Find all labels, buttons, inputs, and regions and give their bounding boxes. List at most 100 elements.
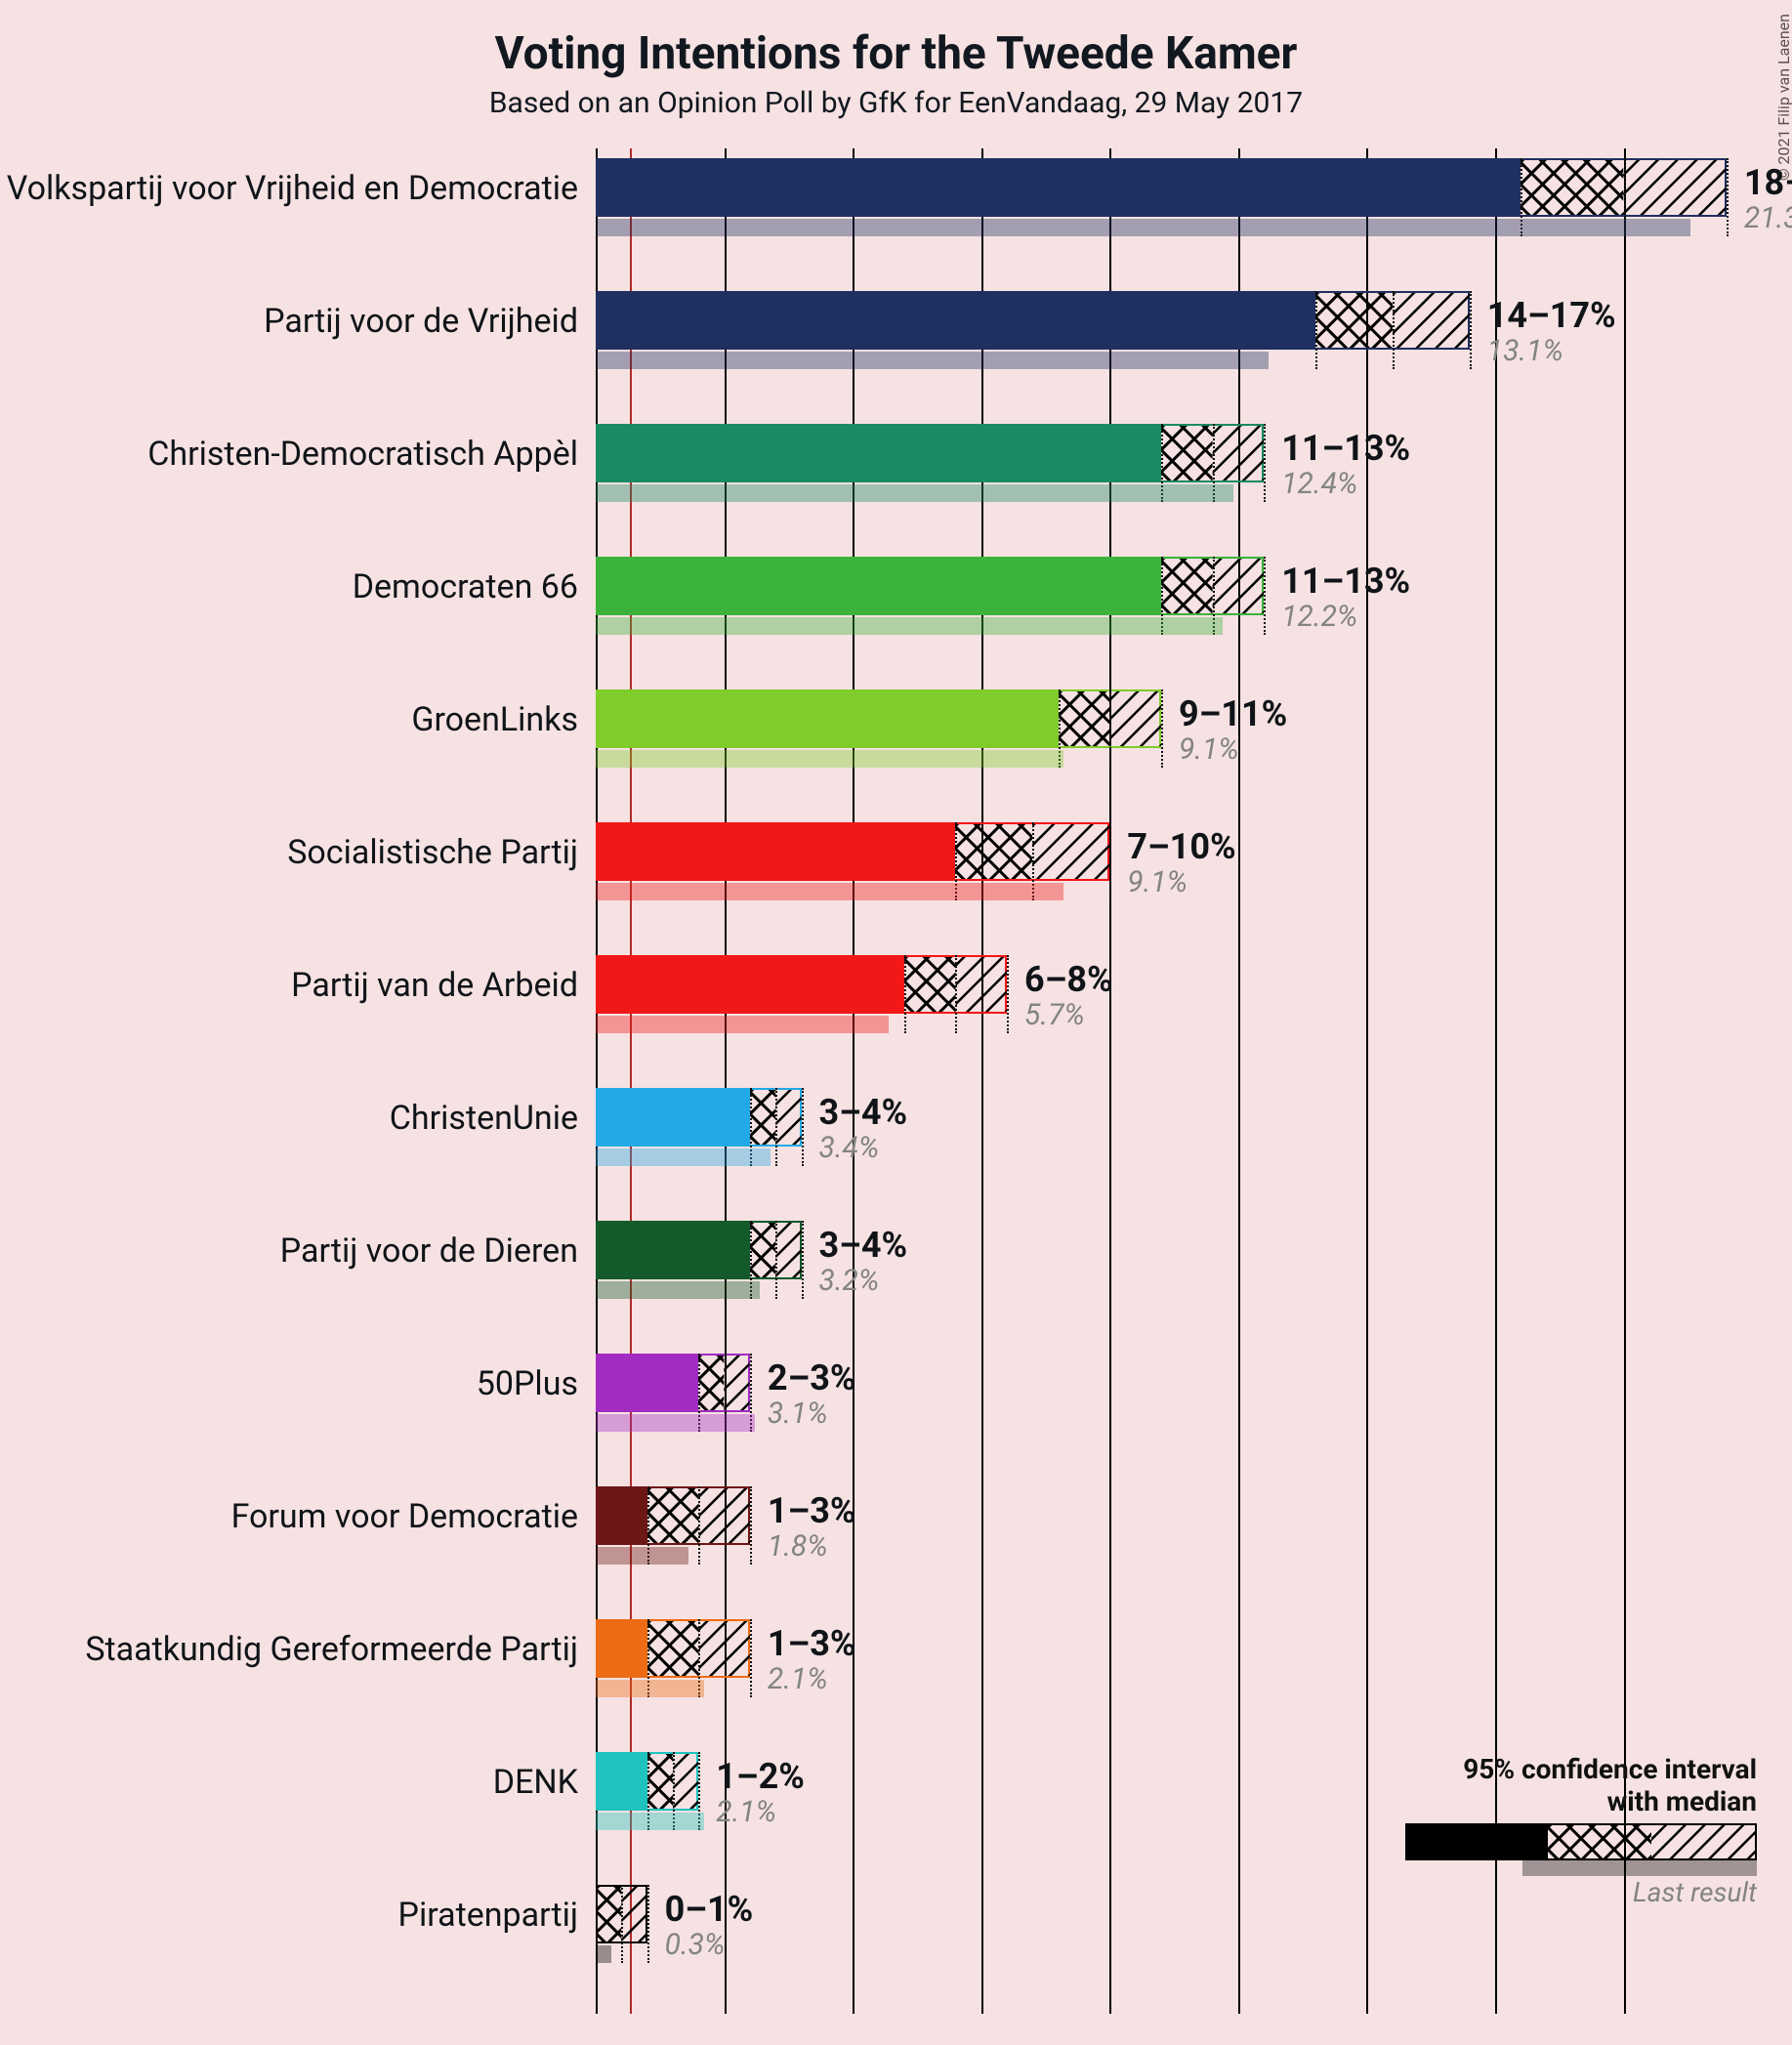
- last-result-label: 12.4%: [1281, 467, 1357, 501]
- party-label: Forum voor Democratie: [231, 1497, 578, 1536]
- bar-last-result: [596, 1813, 704, 1830]
- value-label: 1–2%: [716, 1756, 805, 1797]
- ci-tick: [802, 1221, 804, 1299]
- ci-tick: [621, 1885, 623, 1963]
- party-label: Piratenpartij: [398, 1896, 578, 1935]
- last-result-label: 21.3%: [1744, 201, 1792, 235]
- ci-tick: [802, 1088, 804, 1166]
- party-label: Socialistische Partij: [287, 833, 578, 872]
- ci-tick: [750, 1486, 752, 1565]
- bar-low: [596, 689, 1059, 748]
- ci-tick: [1109, 689, 1111, 768]
- bar-low: [596, 1221, 750, 1279]
- bar-low: [596, 1619, 647, 1678]
- legend-last-bar: [1522, 1860, 1757, 1876]
- bar-last-result: [596, 1148, 771, 1166]
- last-result-label: 3.4%: [819, 1131, 880, 1165]
- value-label: 9–11%: [1179, 693, 1287, 734]
- ci-tick: [1161, 689, 1163, 768]
- party-row: Partij van de Arbeid6–8%5.7%: [596, 955, 1768, 1088]
- party-row: Partij voor de Vrijheid14–17%13.1%: [596, 291, 1768, 424]
- party-row: ChristenUnie3–4%3.4%: [596, 1088, 1768, 1221]
- party-row: 50Plus2–3%3.1%: [596, 1354, 1768, 1486]
- bar-low: [596, 158, 1521, 217]
- value-label: 3–4%: [819, 1092, 908, 1133]
- value-label: 11–13%: [1281, 428, 1410, 469]
- bar-last-result: [596, 1680, 704, 1697]
- chart-legend: 95% confidence interval with median Last…: [1386, 1753, 1757, 1908]
- legend-ci-bar: [1405, 1823, 1757, 1860]
- party-label: Democraten 66: [353, 567, 578, 606]
- ci-tick: [1264, 424, 1266, 502]
- last-result-label: 3.1%: [768, 1397, 828, 1431]
- party-label: Volkspartij voor Vrijheid en Democratie: [7, 169, 578, 208]
- bar-low: [596, 1354, 698, 1412]
- legend-ci-line1: 95% confidence interval: [1386, 1753, 1757, 1785]
- ci-tick: [698, 1486, 700, 1565]
- party-row: Partij voor de Dieren3–4%3.2%: [596, 1221, 1768, 1354]
- bar-last-result: [596, 1281, 760, 1299]
- value-label: 7–10%: [1127, 826, 1235, 867]
- ci-tick: [904, 955, 906, 1033]
- ci-tick: [1264, 557, 1266, 635]
- ci-tick: [775, 1221, 777, 1299]
- bar-last-result: [596, 219, 1690, 236]
- party-row: Volkspartij voor Vrijheid en Democratie1…: [596, 158, 1768, 291]
- value-label: 2–3%: [768, 1357, 856, 1398]
- bar-low: [596, 424, 1161, 482]
- bar-last-result: [596, 617, 1223, 635]
- ci-tick: [1393, 291, 1395, 369]
- ci-tick: [750, 1619, 752, 1697]
- last-result-label: 9.1%: [1127, 865, 1188, 899]
- party-row: Staatkundig Gereformeerde Partij1–3%2.1%: [596, 1619, 1768, 1752]
- ci-tick: [1007, 955, 1009, 1033]
- party-row: GroenLinks9–11%9.1%: [596, 689, 1768, 822]
- bar-last-result: [596, 750, 1063, 768]
- party-label: Partij voor de Vrijheid: [264, 302, 578, 341]
- value-label: 3–4%: [819, 1225, 908, 1266]
- last-result-label: 3.2%: [819, 1264, 880, 1298]
- bar-last-result: [596, 1016, 889, 1033]
- last-result-label: 5.7%: [1024, 998, 1085, 1032]
- party-label: Partij voor de Dieren: [280, 1231, 578, 1271]
- value-label: 1–3%: [768, 1490, 856, 1531]
- value-label: 14–17%: [1487, 295, 1616, 336]
- party-row: Christen-Democratisch Appèl11–13%12.4%: [596, 424, 1768, 557]
- ci-tick: [775, 1088, 777, 1166]
- ci-tick: [955, 955, 957, 1033]
- party-label: ChristenUnie: [390, 1099, 578, 1138]
- last-result-label: 0.3%: [665, 1928, 726, 1962]
- bar-last-result: [596, 1414, 755, 1432]
- bar-low: [596, 1752, 647, 1811]
- last-result-label: 2.1%: [768, 1662, 828, 1696]
- party-label: GroenLinks: [411, 700, 578, 739]
- party-row: Forum voor Democratie1–3%1.8%: [596, 1486, 1768, 1619]
- value-label: 6–8%: [1024, 959, 1113, 1000]
- bar-last-result: [596, 1547, 688, 1565]
- value-label: 1–3%: [768, 1623, 856, 1664]
- value-label: 18–22%: [1744, 162, 1792, 203]
- ci-tick: [1315, 291, 1317, 369]
- bar-last-result: [596, 883, 1063, 900]
- bar-low: [596, 1088, 750, 1147]
- party-label: Christen-Democratisch Appèl: [147, 435, 578, 474]
- party-label: 50Plus: [477, 1364, 578, 1403]
- chart-subtitle: Based on an Opinion Poll by GfK for EenV…: [0, 86, 1792, 120]
- legend-last-label: Last result: [1386, 1876, 1757, 1908]
- bar-low: [596, 955, 904, 1014]
- plot-area: Volkspartij voor Vrijheid en Democratie1…: [596, 148, 1768, 2014]
- chart-area: Volkspartij voor Vrijheid en Democratie1…: [596, 148, 1768, 2014]
- chart-title: Voting Intentions for the Tweede Kamer: [0, 27, 1792, 80]
- last-result-label: 1.8%: [768, 1529, 828, 1564]
- bar-last-result: [596, 1945, 611, 1963]
- party-label: DENK: [493, 1763, 578, 1802]
- value-label: 0–1%: [665, 1889, 754, 1930]
- bar-last-result: [596, 484, 1233, 502]
- party-row: Democraten 6611–13%12.2%: [596, 557, 1768, 689]
- bar-low: [596, 1486, 647, 1545]
- last-result-label: 9.1%: [1179, 732, 1239, 767]
- ci-tick: [647, 1885, 649, 1963]
- ci-tick: [1727, 158, 1729, 236]
- legend-ci-line2: with median: [1386, 1785, 1757, 1817]
- last-result-label: 2.1%: [716, 1795, 776, 1829]
